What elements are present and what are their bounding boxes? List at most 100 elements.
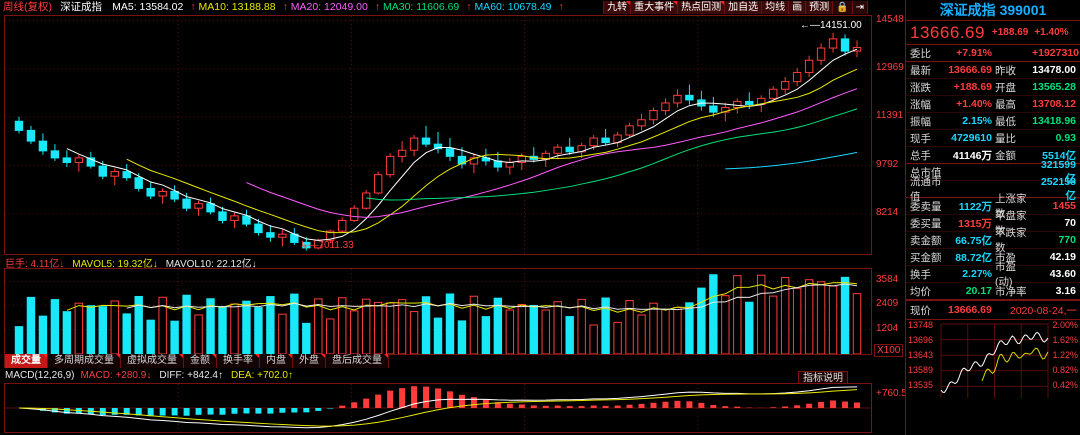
quote-row: 涨幅 +1.40% 最高 13708.12 [906, 96, 1080, 113]
quote-key-2: 上涨家数 [995, 193, 1027, 220]
quote-row: 委卖量 1122万 上涨家数 1455 [906, 193, 1080, 220]
toolbar-button-1[interactable]: 重大事件 [631, 1, 679, 14]
macd-stat: DIFF: +842.4↑ [159, 370, 223, 381]
volume-unit-label: X100 [874, 344, 904, 357]
high-annotation: ←—14151.00 [800, 20, 862, 31]
pin-icon[interactable]: ⇥ [852, 1, 868, 14]
ma-value: MA30: 11606.69 [382, 1, 460, 13]
quote-value-2: 3.16 [1055, 285, 1076, 297]
new-badge-icon [321, 354, 325, 358]
volume-tab-5[interactable]: 内盘 [260, 354, 293, 368]
quote-value: 2.15% [962, 115, 992, 127]
quote-value-2: 1455 [1052, 200, 1076, 212]
new-badge-icon [255, 354, 259, 358]
quote-value-2: 13708.12 [1032, 98, 1076, 110]
price-tick-label: 11391 [876, 109, 904, 121]
volume-chart-pane[interactable] [4, 268, 872, 355]
quote-key-2: 市净率 [995, 285, 1027, 298]
price-tick-label: 9792 [876, 158, 899, 170]
quote-value: +1.40% [956, 98, 992, 110]
new-badge-icon [288, 354, 292, 358]
quote-key: 现手 [910, 132, 931, 145]
mini-pct-tick: 0.42% [1052, 380, 1078, 390]
quote-key: 委比 [910, 47, 931, 60]
quote-value: +7.91% [956, 47, 992, 59]
quote-value-2: +1927310 [1032, 47, 1080, 59]
quote-date: 2020-08-24,一 [1009, 304, 1077, 317]
toolbar-button-0[interactable]: 九转 [603, 1, 632, 14]
quote-row: 现手 4729610 量比 0.93 [906, 130, 1080, 147]
volume-tab-0[interactable]: 成交量 [4, 354, 48, 368]
new-badge-icon [179, 354, 183, 358]
quote-value-2: 5514亿 [1042, 149, 1076, 162]
ma-value: MA60: 10678.49 [474, 1, 552, 13]
quote-key: 换手 [910, 268, 931, 281]
quote-key-2: 最低 [995, 115, 1016, 128]
price-candlestick-chart [5, 16, 871, 254]
macd-title: MACD(12,26,9) [5, 370, 75, 381]
quote-price-row: 13666.69 +188.69 +1.40% [906, 21, 1080, 45]
volume-tab-3[interactable]: 金额 [184, 354, 217, 368]
quote-row: 振幅 2.15% 最低 13418.96 [906, 113, 1080, 130]
price-chart-pane[interactable] [4, 15, 872, 255]
price-tick-label: 8214 [876, 206, 899, 218]
mini-price-tick: 13589 [908, 365, 934, 375]
quote-row: 总市值 321599亿 [906, 159, 1080, 185]
new-badge-icon [384, 354, 388, 358]
quote-key-2: 量比 [995, 132, 1016, 145]
quote-key: 卖金额 [910, 234, 942, 247]
volume-indicator-tabs[interactable]: 成交量 多周期成交量 虚拟成交量 金额 换手率 内盘 外盘 盘后成交量 [4, 354, 389, 368]
quote-row: 流通市值 252158亿 [906, 176, 1080, 203]
toolbar-button-2[interactable]: 热点回测 [678, 1, 726, 14]
volume-tab-2[interactable]: 虚拟成交量 [121, 354, 184, 368]
volume-tab-4[interactable]: 换手率 [217, 354, 260, 368]
toolbar-button-6[interactable]: 预测 [806, 1, 834, 14]
volume-tab-1[interactable]: 多周期成交量 [48, 354, 121, 368]
quote-value: 2.27% [962, 268, 992, 280]
quote-value-2: 321599亿 [1040, 158, 1076, 185]
volume-stat: MAVOL5: 19.32亿↓ [72, 259, 158, 270]
quote-value-2: 43.60 [1049, 268, 1076, 280]
quote-value-2: 70 [1064, 217, 1076, 229]
volume-tab-6[interactable]: 外盘 [293, 354, 326, 368]
volume-bars-chart [5, 269, 871, 355]
quote-key: 最新 [910, 64, 931, 77]
macd-axis-label: +760.5 [876, 388, 907, 399]
toolbar-button-5[interactable]: 画 [789, 1, 807, 14]
current-price-row: 现价 13666.69 2020-08-24,一 [906, 300, 1080, 320]
macd-chart-pane[interactable] [4, 383, 872, 433]
quote-row: 总手 41146万 金额 5514亿 [906, 147, 1080, 164]
volume-tab-7[interactable]: 盘后成交量 [326, 354, 389, 368]
quote-value: 1122万 [958, 200, 992, 213]
lock-icon[interactable]: 🔒 [833, 1, 853, 14]
quote-key-2: 市盈(动) [995, 261, 1016, 288]
new-badge-icon [116, 354, 120, 358]
toolbar-button-4[interactable]: 均线 [762, 1, 790, 14]
quote-key: 流通市值 [910, 176, 942, 203]
quote-key: 振幅 [910, 115, 931, 128]
volume-stat: 巨手: 4.11亿↓ [5, 259, 65, 270]
quote-key: 委买量 [910, 217, 942, 230]
price-change-pct: +1.40% [1034, 27, 1069, 38]
toolbar-button-3[interactable]: 加自选 [725, 1, 763, 14]
volume-tick-label: 3584 [876, 274, 899, 286]
quote-row: 委买量 1315万 平盘家数 70 [906, 210, 1080, 237]
period-label[interactable]: 周线(复权) [3, 1, 52, 13]
intraday-mini-chart[interactable]: 13748 2.00% 13696 1.62% 13643 1.22% 13589 0.82%… [906, 320, 1080, 398]
quote-key-2: 平盘家数 [995, 210, 1027, 237]
quote-key: 均价 [910, 285, 931, 298]
chart-column: 周线(复权) 深证成指 MA5: 13584.02 ↑ MA10: 13188.8… [3, 1, 907, 433]
quote-key: 委卖量 [910, 200, 942, 213]
macd-stat: DEA: +702.0↑ [230, 370, 293, 381]
quote-key-2: 昨收 [995, 64, 1016, 77]
chart-toolbar[interactable]: 九转 重大事件 热点回测 加自选 均线画预测 🔒 ⇥ [603, 1, 868, 14]
quote-value: 4729610 [951, 132, 992, 144]
quote-key: 总市值 [910, 166, 942, 179]
quote-row: 买金额 88.72亿 市盈 42.19 [906, 249, 1080, 266]
quote-value-2: 13478.00 [1032, 64, 1076, 76]
quote-panel: 深证成指 399001 13666.69 +188.69 +1.40% 委比 +7… [905, 0, 1080, 435]
price-tick-label: 12969 [876, 61, 904, 73]
intraday-line-chart [940, 323, 1049, 398]
quote-value-2: 42.19 [1049, 251, 1076, 263]
new-badge-icon [720, 1, 725, 5]
